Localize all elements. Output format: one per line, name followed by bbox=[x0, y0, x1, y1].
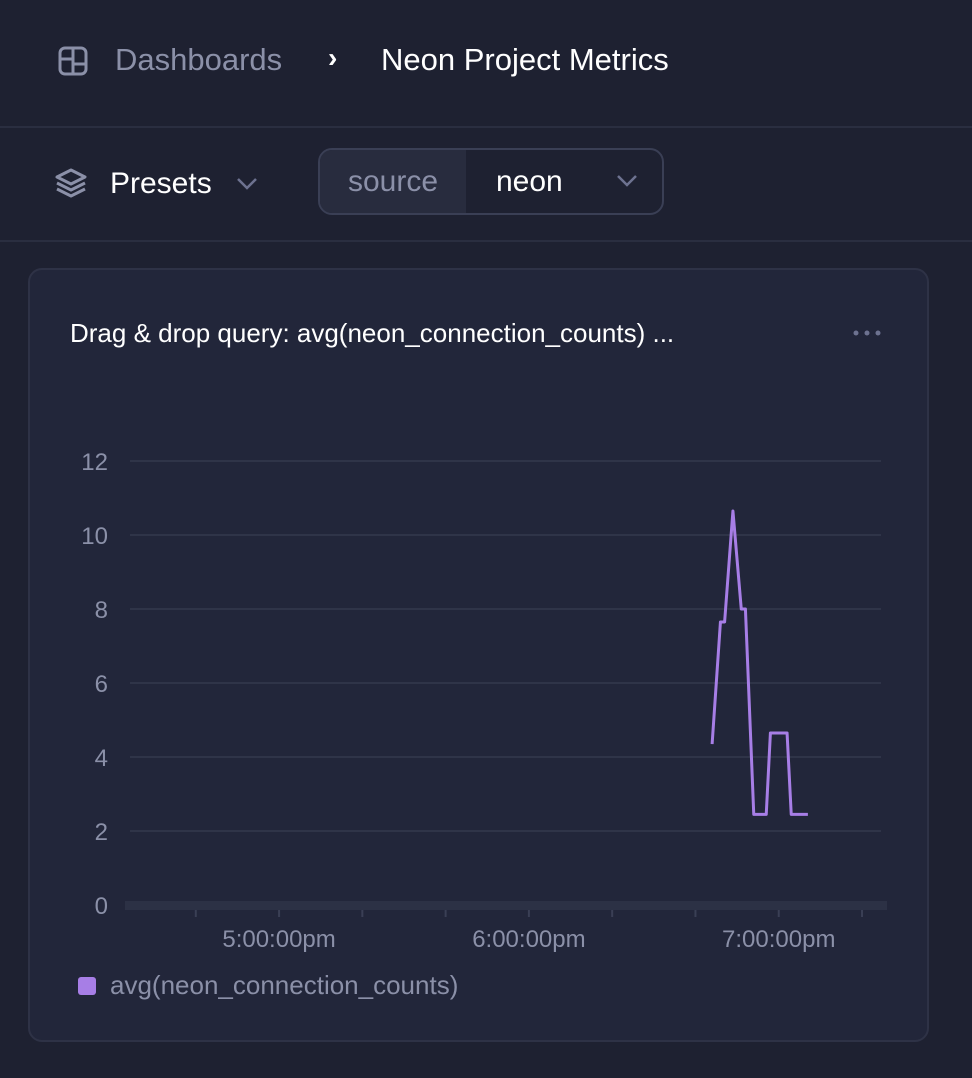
x-tick-label: 5:00:00pm bbox=[222, 926, 335, 953]
toolbar: Presets source neon bbox=[0, 128, 972, 242]
ellipsis-icon[interactable] bbox=[852, 328, 882, 338]
x-tick-label: 7:00:00pm bbox=[722, 926, 835, 953]
filter-value-select[interactable]: neon bbox=[466, 150, 662, 213]
y-tick-label: 8 bbox=[95, 597, 108, 624]
series-line bbox=[710, 509, 808, 816]
line-chart: 0 2 4 6 8 10 12 5:00:00pm 6:00:00pm 7:00:00pm bbox=[81, 449, 887, 953]
legend-label[interactable]: avg(neon_connection_counts) bbox=[110, 970, 459, 1000]
y-tick-label: 6 bbox=[95, 671, 108, 698]
filter-value: neon bbox=[496, 164, 563, 198]
presets-label: Presets bbox=[110, 167, 212, 200]
y-tick-label: 4 bbox=[95, 745, 108, 772]
page-title: Neon Project Metrics bbox=[381, 42, 669, 77]
chevron-down-icon bbox=[617, 175, 637, 187]
legend: avg(neon_connection_counts) bbox=[78, 970, 458, 1001]
presets-dropdown[interactable]: Presets bbox=[54, 164, 258, 204]
chart-panel: Drag & drop query: avg(neon_connection_c… bbox=[28, 268, 929, 1042]
layers-icon bbox=[55, 168, 87, 198]
y-tick-label: 10 bbox=[81, 523, 108, 550]
filter-key: source bbox=[320, 150, 466, 213]
breadcrumb-dashboards-link[interactable]: Dashboards bbox=[115, 42, 283, 77]
source-filter[interactable]: source neon bbox=[318, 148, 664, 215]
x-axis bbox=[125, 901, 887, 910]
header: Dashboards › Neon Project Metrics bbox=[0, 0, 972, 128]
chevron-down-icon bbox=[236, 178, 257, 190]
panel-title: Drag & drop query: avg(neon_connection_c… bbox=[70, 318, 675, 348]
dashboard-icon bbox=[58, 46, 88, 76]
breadcrumb-separator: › bbox=[328, 42, 338, 73]
y-tick-label: 12 bbox=[81, 449, 108, 476]
legend-swatch bbox=[78, 976, 96, 995]
y-tick-label: 2 bbox=[95, 819, 108, 846]
y-tick-label: 0 bbox=[95, 893, 108, 920]
x-tick-label: 6:00:00pm bbox=[472, 926, 585, 953]
